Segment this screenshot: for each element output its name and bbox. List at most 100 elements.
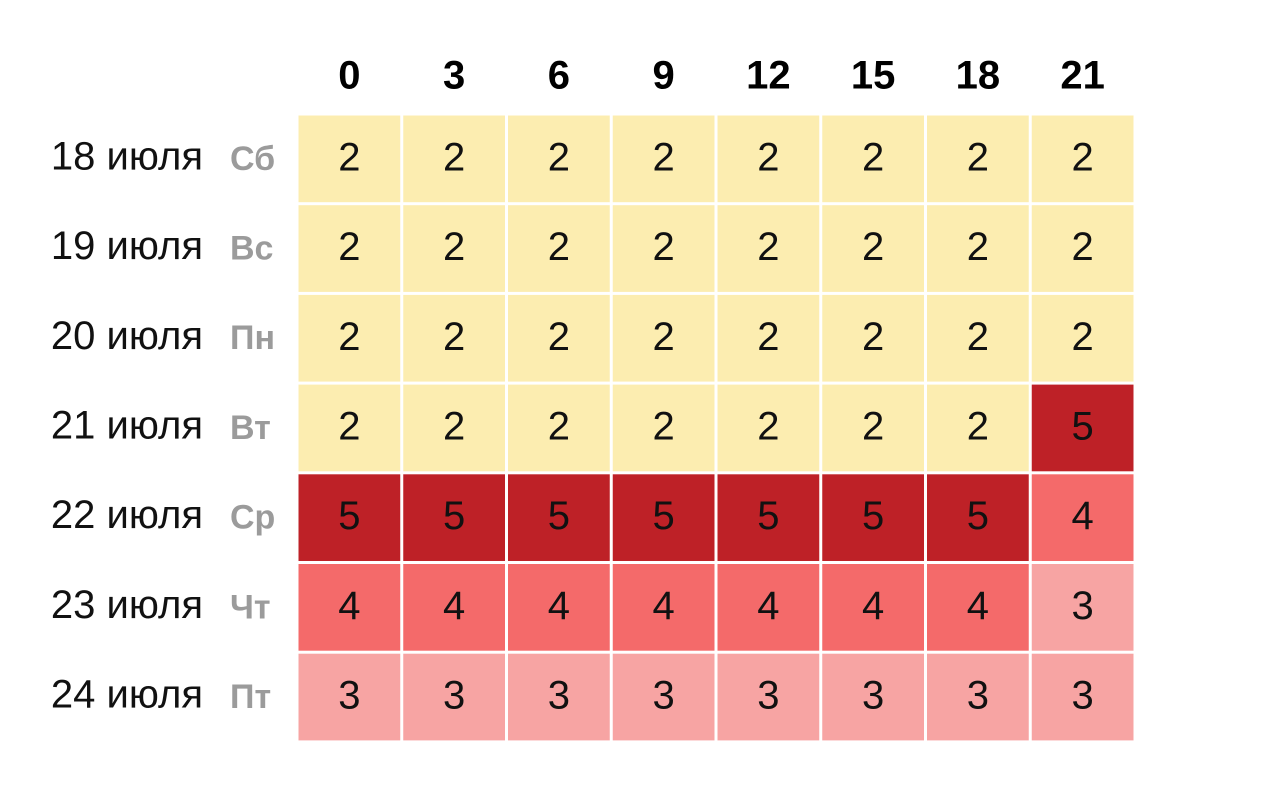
heatmap-cell: [927, 384, 1029, 472]
heatmap-cell: [612, 294, 715, 382]
heatmap-cell-value: 2: [967, 315, 989, 359]
heatmap-cell: [508, 564, 610, 651]
heatmap-cell-value: 3: [1072, 584, 1094, 628]
heatmap-cell-value: 2: [443, 405, 465, 449]
heatmap-cell: [612, 653, 715, 741]
column-label-0: 0: [338, 54, 360, 98]
heatmap-cell: [1031, 384, 1134, 472]
heatmap-cell-value: 4: [443, 584, 465, 628]
heatmap-cell-value: 2: [548, 405, 570, 449]
heatmap-cell-value: 2: [1072, 135, 1094, 179]
heatmap-cell: [822, 294, 924, 382]
heatmap-cell: [403, 205, 505, 292]
heatmap-cell: [403, 564, 505, 651]
heatmap-cell: [403, 115, 505, 203]
heatmap-cell: [298, 384, 401, 472]
row-weekday-label: Сб: [230, 140, 275, 178]
heatmap-cell-value: 5: [653, 494, 675, 538]
heatmap-cell-value: 3: [967, 674, 989, 718]
heatmap-cell-value: 2: [862, 135, 884, 179]
heatmap-cell: [1031, 294, 1134, 382]
heatmap-cell: [298, 205, 401, 292]
heatmap-cell-value: 2: [967, 225, 989, 269]
heatmap-cell: [1031, 474, 1134, 561]
column-label-6: 6: [548, 54, 570, 98]
heatmap-cell-value: 3: [653, 674, 675, 718]
heatmap-cell: [612, 384, 715, 472]
heatmap-cell-value: 2: [338, 405, 360, 449]
heatmap-cell-value: 5: [1072, 405, 1094, 449]
heatmap-cell: [717, 294, 820, 382]
heatmap-cell-value: 4: [862, 584, 884, 628]
heatmap-cell-value: 5: [757, 494, 779, 538]
heatmap-cell: [403, 653, 505, 741]
heatmap-cell: [508, 474, 610, 561]
heatmap-cell-value: 3: [757, 674, 779, 718]
heatmap-cell-value: 5: [338, 494, 360, 538]
heatmap-cell: [403, 474, 505, 561]
column-label-12: 12: [746, 54, 791, 98]
heatmap-cell-value: 4: [338, 584, 360, 628]
heatmap-cell: [612, 564, 715, 651]
heatmap-cell: [927, 653, 1029, 741]
heatmap-cell-value: 4: [967, 584, 989, 628]
heatmap-cell-value: 2: [967, 405, 989, 449]
heatmap-cell: [927, 474, 1029, 561]
heatmap-cell: [508, 115, 610, 203]
heatmap-cell: [717, 474, 820, 561]
row-date-label: 23 июля: [51, 583, 203, 627]
heatmap-cell-value: 2: [548, 315, 570, 359]
heatmap-cell: [298, 294, 401, 382]
heatmap-cell: [927, 115, 1029, 203]
heatmap-cell-value: 2: [862, 225, 884, 269]
heatmap-cell-value: 2: [443, 315, 465, 359]
heatmap-cell: [298, 564, 401, 651]
heatmap-cell: [612, 205, 715, 292]
heatmap-cell-value: 2: [967, 135, 989, 179]
heatmap-cell: [403, 294, 505, 382]
heatmap-cell-value: 3: [548, 674, 570, 718]
heatmap-cell-value: 3: [862, 674, 884, 718]
row-labels: 18 июля Сб 19 июля Вс 20 июля Пн 21 июля Вт 22 и…: [51, 134, 275, 716]
heatmap-cell: [822, 205, 924, 292]
row-weekday-label: Чт: [230, 588, 271, 626]
heatmap-cells: 2 2 2 2 2 2 2 2 2 2 2 2 2 2 2 2 2 2 2 2 2 2 2 2 2 2 2 2 2 2 2 5 5 5 5 5 5 5 5 4…: [298, 115, 1134, 741]
heatmap-cell: [1031, 653, 1134, 741]
heatmap-cell-value: 2: [653, 315, 675, 359]
column-label-21: 21: [1060, 54, 1105, 98]
heatmap-cell-value: 2: [443, 225, 465, 269]
heatmap-cell: [717, 653, 820, 741]
heatmap-cell-value: 2: [338, 135, 360, 179]
heatmap-cell: [822, 564, 924, 651]
heatmap-cell: [508, 653, 610, 741]
heatmap-cell: [298, 474, 401, 561]
heatmap-cell: [508, 294, 610, 382]
row-date-label: 21 июля: [51, 404, 203, 448]
heatmap-cell: [717, 384, 820, 472]
column-labels: 0 3 6 9 12 15 18 21: [338, 54, 1105, 98]
heatmap-cell: [298, 115, 401, 203]
heatmap-cell-value: 2: [548, 135, 570, 179]
heatmap-cell-value: 4: [548, 584, 570, 628]
heatmap-cell: [717, 115, 820, 203]
heatmap-cell: [1031, 564, 1134, 651]
heatmap-cell-value: 3: [338, 674, 360, 718]
heatmap-cell: [822, 653, 924, 741]
heatmap-cell: [298, 653, 401, 741]
heatmap-cell: [927, 294, 1029, 382]
heatmap-cell-value: 2: [862, 315, 884, 359]
heatmap-cell-value: 5: [548, 494, 570, 538]
heatmap-cell-value: 5: [862, 494, 884, 538]
heatmap-cell-value: 2: [653, 135, 675, 179]
row-weekday-label: Вс: [230, 230, 273, 268]
heatmap-cell-value: 2: [757, 405, 779, 449]
heatmap-cell: [927, 564, 1029, 651]
heatmap-cell-value: 2: [1072, 225, 1094, 269]
heatmap-cell-value: 4: [757, 584, 779, 628]
row-date-label: 24 июля: [51, 673, 203, 717]
heatmap-cell-value: 5: [967, 494, 989, 538]
heatmap-cell-value: 2: [653, 405, 675, 449]
heatmap-cell: [612, 474, 715, 561]
heatmap-cell-value: 2: [653, 225, 675, 269]
